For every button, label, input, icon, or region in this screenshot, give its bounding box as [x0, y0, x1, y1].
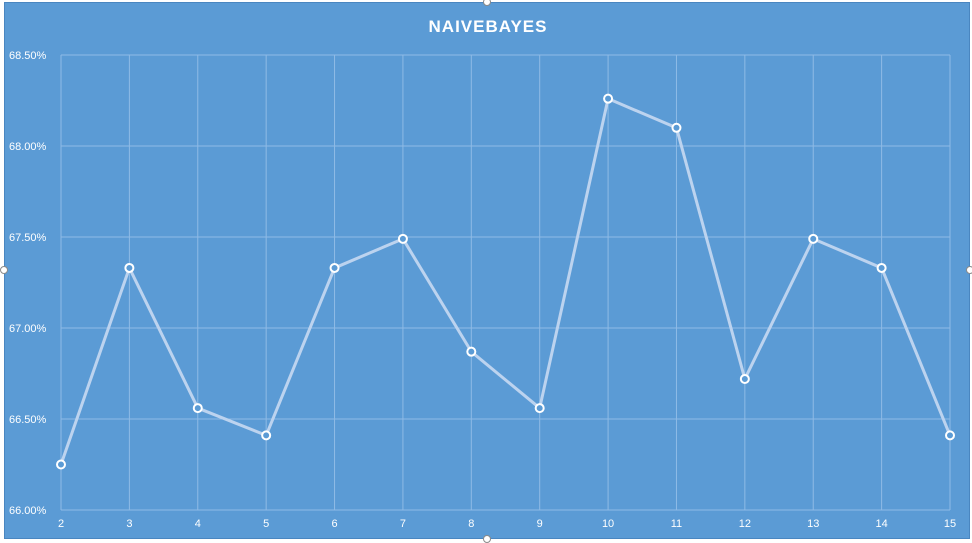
x-tick-label: 13 [807, 518, 819, 530]
data-point[interactable] [261, 430, 272, 441]
x-tick-label: 4 [195, 518, 201, 530]
y-axis-tick-labels: 66.00% 66.50% 67.00% 67.50% 68.00% 68.50% [9, 50, 47, 517]
x-tick-label: 6 [331, 518, 337, 530]
resize-handle-top[interactable] [483, 0, 491, 6]
x-tick-label: 3 [126, 518, 132, 530]
data-point[interactable] [808, 233, 819, 244]
resize-handle-bottom[interactable] [483, 535, 491, 543]
series-line-path [59, 97, 952, 466]
y-tick-label: 66.50% [9, 414, 47, 426]
x-tick-label: 10 [602, 518, 614, 530]
y-tick-label: 67.00% [9, 323, 47, 335]
data-point[interactable] [56, 459, 66, 470]
data-point[interactable] [671, 122, 682, 133]
data-point[interactable] [397, 233, 408, 244]
data-point[interactable] [739, 373, 750, 384]
x-tick-label: 14 [875, 518, 887, 530]
x-tick-label: 8 [468, 518, 474, 530]
data-point[interactable] [329, 262, 340, 273]
x-tick-label: 2 [58, 518, 64, 530]
y-tick-label: 66.00% [9, 505, 47, 517]
x-tick-label: 7 [400, 518, 406, 530]
x-tick-label: 5 [263, 518, 269, 530]
x-tick-label: 12 [739, 518, 751, 530]
data-point[interactable] [603, 93, 614, 104]
x-tick-label: 11 [671, 518, 682, 530]
x-tick-label: 9 [537, 518, 543, 530]
data-point[interactable] [124, 262, 135, 273]
grid-lines [60, 54, 951, 511]
chart-area[interactable]: NAIVEBAYES 66.00% 66.50% 67.00% 67.50% 68.00… [4, 2, 970, 539]
y-tick-label: 68.50% [9, 50, 47, 62]
resize-handle-right[interactable] [966, 266, 972, 274]
y-tick-label: 68.00% [9, 141, 47, 153]
series-markers [56, 93, 955, 470]
chart-title: NAIVEBAYES [429, 17, 548, 36]
data-point[interactable] [876, 262, 887, 273]
series-line [59, 97, 952, 466]
resize-handle-left[interactable] [0, 266, 8, 274]
data-point[interactable] [945, 430, 955, 441]
line-chart: NAIVEBAYES 66.00% 66.50% 67.00% 67.50% 68.00… [9, 17, 956, 530]
x-tick-label: 15 [944, 518, 956, 530]
x-axis-tick-labels: 2 3 4 5 6 7 8 9 10 11 12 13 14 15 [58, 518, 956, 530]
data-point[interactable] [466, 346, 477, 357]
y-tick-label: 67.50% [9, 232, 47, 244]
data-point[interactable] [534, 403, 545, 414]
data-point[interactable] [192, 403, 203, 414]
